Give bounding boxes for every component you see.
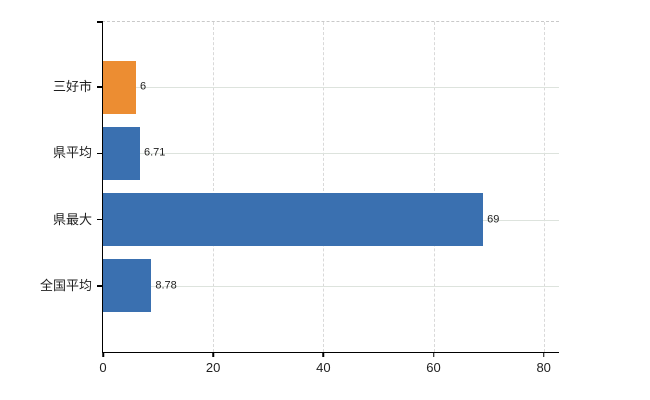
value-label: 6.71 xyxy=(143,146,166,159)
horizontal-gridline xyxy=(103,87,559,89)
horizontal-gridline xyxy=(103,285,559,287)
x-axis-tick xyxy=(432,352,435,357)
horizontal-gridline xyxy=(103,153,559,155)
bar xyxy=(103,126,140,180)
category-label: 三好市 xyxy=(52,79,92,95)
x-tick-label: 80 xyxy=(536,360,551,375)
category-label: 全国平均 xyxy=(39,277,92,293)
x-tick-label: 40 xyxy=(316,360,331,375)
value-label: 69 xyxy=(487,213,500,226)
vertical-gridline xyxy=(543,22,546,352)
x-axis-tick xyxy=(212,352,214,357)
x-tick-label: 0 xyxy=(99,360,107,375)
y-axis-tick xyxy=(97,86,103,88)
x-axis-tick xyxy=(322,352,325,357)
vertical-gridline xyxy=(323,22,325,352)
y-axis-tick xyxy=(97,218,103,221)
x-axis-tick xyxy=(102,352,104,357)
vertical-gridline xyxy=(213,22,215,352)
bar xyxy=(103,259,152,313)
x-tick-label: 60 xyxy=(426,360,441,375)
category-label: 県平均 xyxy=(52,145,92,161)
y-axis-tick xyxy=(97,285,103,287)
y-axis-top-tick xyxy=(97,21,103,23)
category-label: 県最大 xyxy=(52,211,92,227)
value-label: 6 xyxy=(140,80,147,93)
y-axis-tick xyxy=(97,152,103,155)
x-axis-tick xyxy=(542,352,545,357)
bar xyxy=(103,193,484,247)
plot-area: 6 三好市 6.71 県平均 69 県最大 8.78 全国平均 0 20 40 60 80 xyxy=(40,21,559,374)
bar xyxy=(103,60,137,114)
vertical-gridline xyxy=(433,22,436,352)
value-label: 8.78 xyxy=(155,279,177,292)
x-tick-label: 20 xyxy=(205,360,221,375)
